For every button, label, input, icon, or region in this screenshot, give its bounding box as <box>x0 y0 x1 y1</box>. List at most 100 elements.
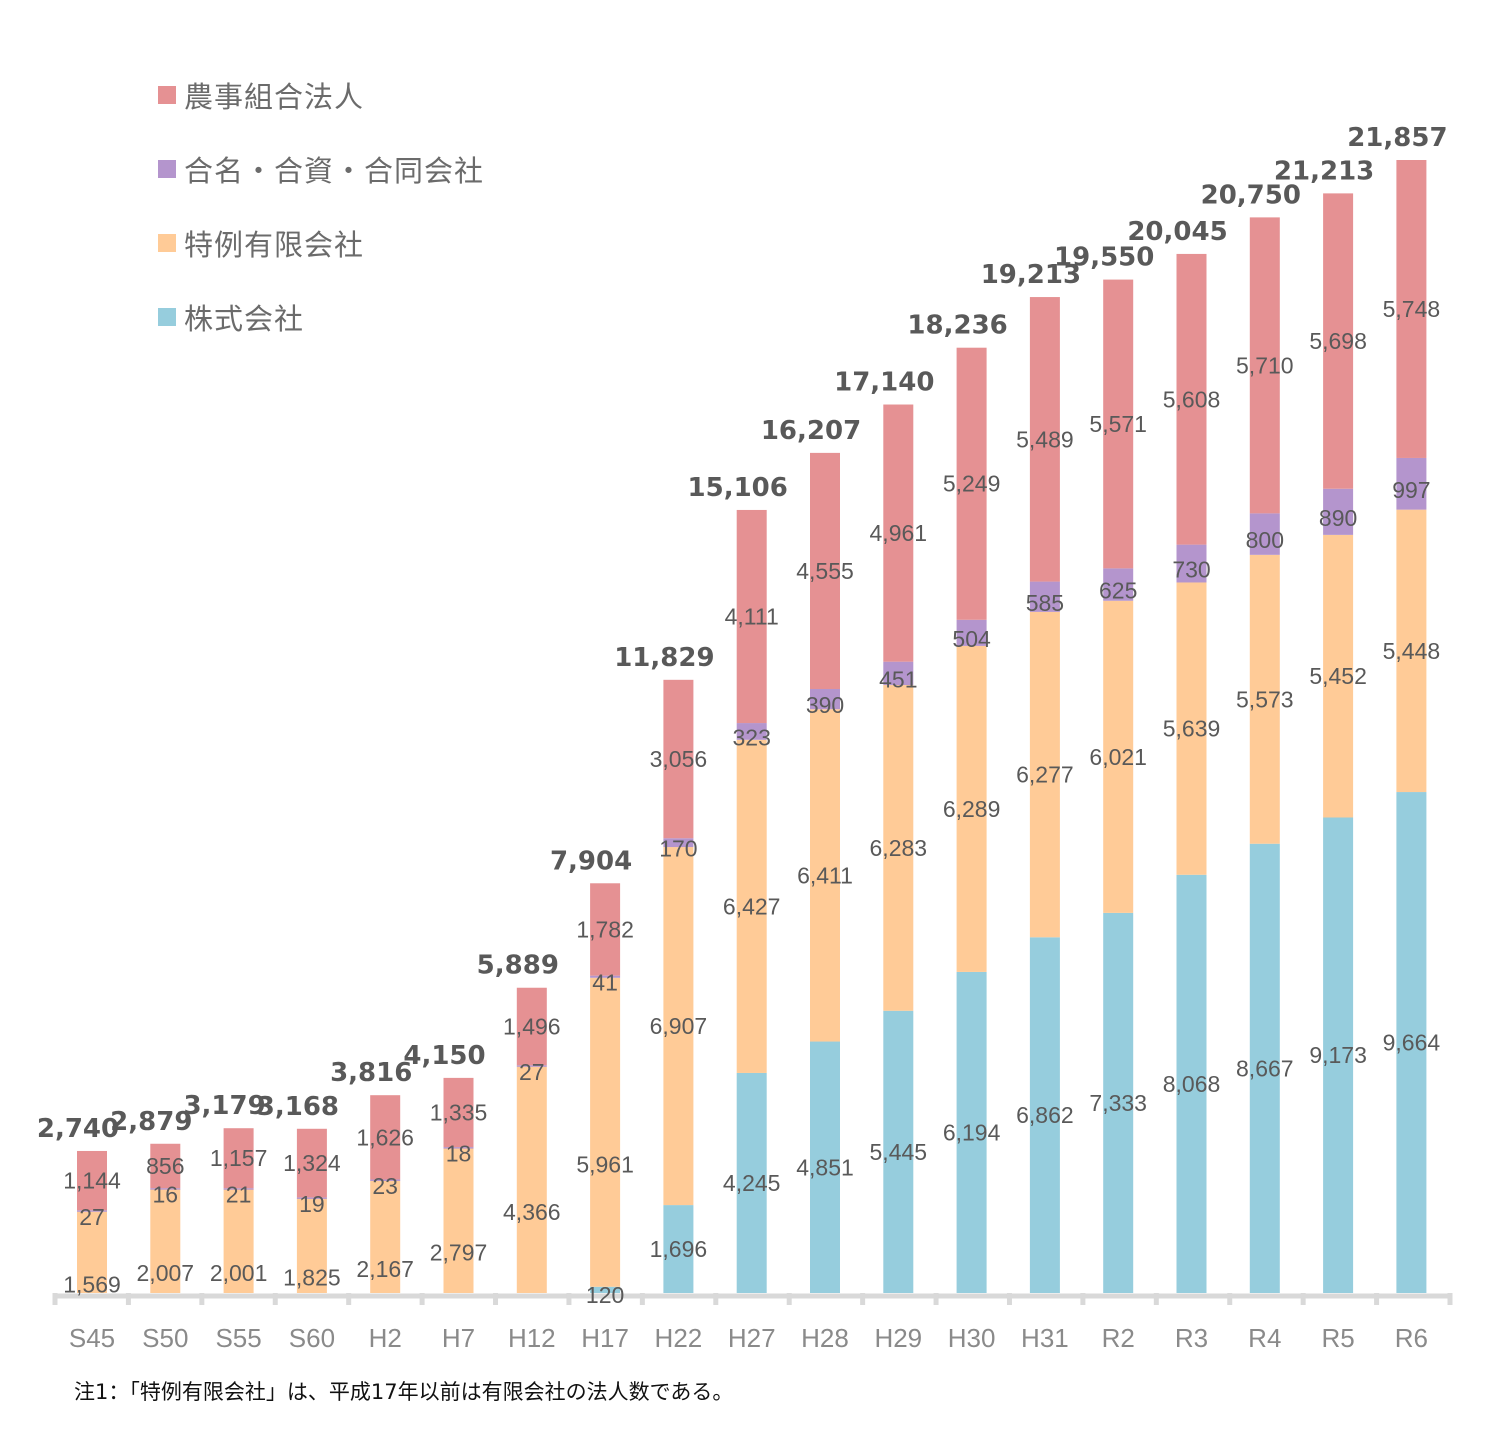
bar-segment <box>663 1205 694 1293</box>
segment-value-label: 2,797 <box>430 1240 488 1266</box>
x-tick-label: H12 <box>508 1323 556 1353</box>
x-tick-label: H2 <box>369 1323 402 1353</box>
bar-segment <box>1029 611 1060 938</box>
segment-value-label: 23 <box>372 1173 398 1199</box>
segment-value-label: 5,573 <box>1236 686 1294 712</box>
segment-value-label: 2,001 <box>210 1260 268 1286</box>
bar-segment <box>516 987 547 1066</box>
bar-segment <box>516 1066 547 1293</box>
bar-segment <box>810 452 840 689</box>
bar-segment <box>1396 509 1427 793</box>
segment-value-label: 5,489 <box>1016 426 1074 452</box>
segment-value-label: 1,144 <box>63 1168 121 1194</box>
segment-value-label: 5,571 <box>1089 411 1147 437</box>
segment-value-label: 390 <box>806 692 844 718</box>
total-value-label: 19,550 <box>1054 243 1154 273</box>
legend-label: 農事組合法人 <box>184 80 365 114</box>
bar-segment <box>77 1210 107 1212</box>
x-tick-label: R2 <box>1102 1323 1135 1353</box>
segment-value-label: 1,696 <box>650 1236 708 1262</box>
segment-value-label: 625 <box>1099 578 1137 604</box>
total-value-label: 7,904 <box>550 846 632 876</box>
bar-segment <box>810 688 840 710</box>
x-tick-label: R3 <box>1175 1323 1208 1353</box>
total-value-label: 2,879 <box>110 1107 192 1137</box>
bar-segment <box>1029 937 1060 1293</box>
legend-swatch-kabushiki <box>158 308 176 326</box>
x-tick-label: H22 <box>655 1323 703 1353</box>
x-tick-label: H29 <box>874 1323 922 1353</box>
bar-segment <box>736 723 767 740</box>
segment-value-label: 7,333 <box>1089 1090 1147 1116</box>
x-tick-label: S60 <box>289 1323 335 1353</box>
segment-value-label: 2,007 <box>137 1260 195 1286</box>
total-value-label: 19,213 <box>981 260 1081 290</box>
bar-segment <box>810 1041 840 1293</box>
bar-segment <box>1323 534 1354 818</box>
segment-value-label: 170 <box>659 836 697 862</box>
bar-segment <box>223 1188 254 1190</box>
bar-segment <box>1323 488 1354 535</box>
segment-value-label: 18 <box>446 1141 472 1167</box>
bar-segment <box>956 619 987 646</box>
legend-item-gomei: 合名・合資・合同会社 <box>158 132 484 206</box>
segment-value-label: 5,698 <box>1309 328 1367 354</box>
segment-value-label: 6,283 <box>870 835 928 861</box>
bar-segment <box>1103 600 1134 913</box>
segment-value-label: 504 <box>952 626 991 652</box>
bar-segment <box>150 1143 181 1189</box>
bar-segment <box>663 847 694 1206</box>
segment-value-label: 6,907 <box>650 1013 708 1039</box>
segment-value-label: 1,324 <box>283 1150 341 1176</box>
segment-value-label: 27 <box>519 1059 545 1085</box>
segment-value-label: 800 <box>1246 527 1284 553</box>
total-value-label: 15,106 <box>688 473 788 503</box>
bar-segment <box>883 685 914 1011</box>
bar-segment <box>370 1179 401 1181</box>
bar-segment <box>1103 912 1134 1293</box>
segment-value-label: 856 <box>146 1153 184 1179</box>
segment-value-label: 9,173 <box>1309 1042 1367 1068</box>
bar-segment <box>443 1148 474 1293</box>
legend-item-tokurei: 特例有限会社 <box>158 206 484 280</box>
legend-item-nouji: 農事組合法人 <box>158 58 484 132</box>
segment-value-label: 120 <box>586 1282 624 1308</box>
segment-value-label: 1,825 <box>283 1265 341 1291</box>
bar-segment <box>736 509 767 724</box>
segment-value-label: 1,335 <box>430 1099 488 1125</box>
bar-segment <box>1396 160 1427 458</box>
total-value-label: 2,740 <box>37 1114 119 1144</box>
bar-segment <box>1249 217 1280 514</box>
total-value-label: 16,207 <box>761 416 861 446</box>
bar-segment <box>370 1095 401 1180</box>
bar-segment <box>77 1211 107 1293</box>
segment-value-label: 5,748 <box>1383 296 1441 322</box>
bar-segment <box>1249 554 1280 844</box>
segment-value-label: 1,496 <box>503 1014 561 1040</box>
x-tick-label: S50 <box>142 1323 188 1353</box>
total-value-label: 11,829 <box>614 643 714 673</box>
bar-segment <box>296 1197 327 1199</box>
bar-segment <box>1029 297 1060 582</box>
segment-value-label: 4,111 <box>725 604 779 630</box>
total-value-label: 3,816 <box>330 1058 412 1088</box>
legend-swatch-tokurei <box>158 234 176 252</box>
segment-value-label: 4,366 <box>503 1199 561 1225</box>
segment-value-label: 4,245 <box>723 1170 781 1196</box>
x-tick-label: R4 <box>1248 1323 1281 1353</box>
bars <box>77 160 1427 1293</box>
bar-segment <box>736 739 767 1073</box>
total-value-label: 18,236 <box>907 311 1007 341</box>
segment-value-label: 5,445 <box>870 1139 928 1165</box>
x-axis: S45 S50 S55 S60 H2 H7 H12 H17 H22 H27 H28 H29 H30 H31… <box>52 1293 1453 1353</box>
bar-segment <box>1323 817 1354 1293</box>
bar-segment <box>810 709 840 1042</box>
segment-value-label: 8,667 <box>1236 1055 1294 1081</box>
segment-value-label: 5,452 <box>1309 663 1367 689</box>
segment-value-label: 4,961 <box>870 520 928 546</box>
bar-segment <box>1176 253 1207 545</box>
bar-segment <box>1323 193 1354 489</box>
bar-segment <box>736 1072 767 1293</box>
bar-segment <box>663 679 694 839</box>
bar-segment <box>956 971 987 1293</box>
